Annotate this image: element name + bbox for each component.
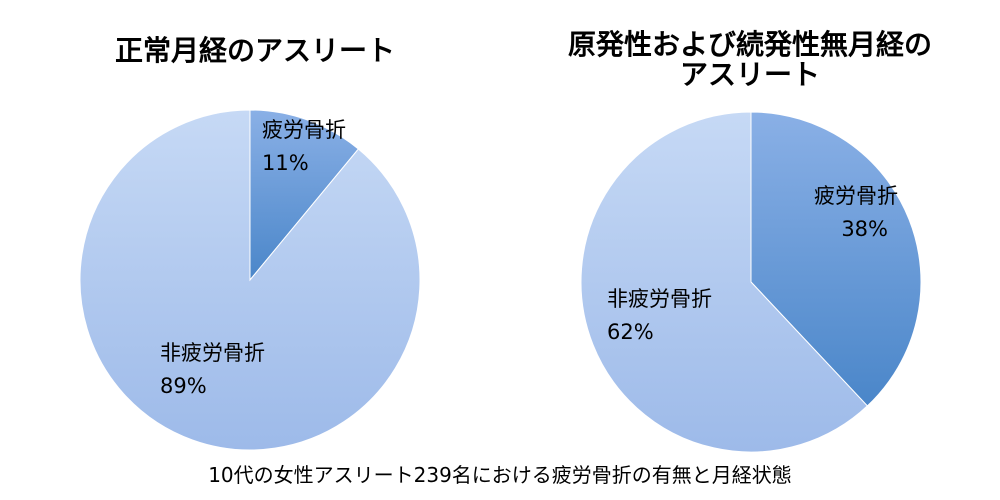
chart-title-left: 正常月経のアスリート [114, 34, 395, 67]
slice-label: 疲労骨折 [262, 118, 346, 142]
chart-title-right: 原発性および続発性無月経の アスリート [530, 30, 970, 90]
chart-title-right-line-1: 原発性および続発性無月経の [567, 28, 932, 61]
pie-right: 疲労骨折 38% 非疲労骨折 62% [580, 111, 922, 453]
slice-label: 疲労骨折 [814, 184, 898, 208]
slice-value-label: 89% [160, 374, 207, 398]
pie-slice-non-stress-fracture [79, 109, 421, 451]
chart-title-right-line-2: アスリート [679, 58, 820, 91]
slice-value-label: 11% [262, 151, 309, 175]
slice-label: 非疲労骨折 [160, 341, 265, 365]
slice-value-label: 38% [841, 217, 888, 241]
pie-slice-stress-fracture [750, 111, 922, 407]
pie-slice-non-stress-fracture [580, 111, 869, 453]
chart-caption: 10代の女性アスリート239名における疲労骨折の有無と月経状態 [208, 463, 792, 487]
slice-label: 非疲労骨折 [607, 287, 712, 311]
pie-slice-stress-fracture [249, 109, 360, 282]
pie-left: 疲労骨折 11% 非疲労骨折 89% [79, 109, 421, 451]
slice-value-label: 62% [607, 320, 654, 344]
